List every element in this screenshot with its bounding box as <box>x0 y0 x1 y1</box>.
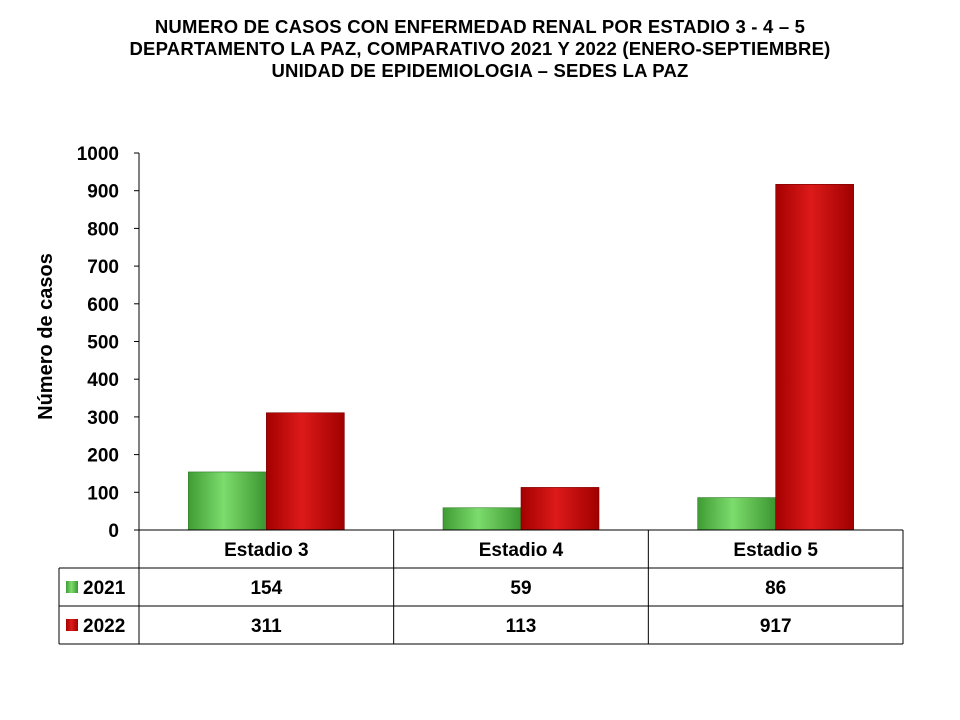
legend-swatch-2021 <box>66 581 78 593</box>
y-tick-label: 1000 <box>77 144 119 165</box>
y-tick-label: 800 <box>87 219 119 240</box>
bar-2022-estadio-5 <box>775 183 854 531</box>
y-tick-label: 700 <box>87 257 119 278</box>
data-label: 59 <box>510 578 531 599</box>
bar-2022-estadio-3 <box>266 412 345 531</box>
chart-title: NUMERO DE CASOS CON ENFERMEDAD RENAL POR… <box>0 16 960 82</box>
y-axis: 0 100 200 300 400 500 600 700 800 900 1000 <box>77 144 140 542</box>
data-label: 154 <box>250 578 282 599</box>
bar-2021-estadio-5 <box>697 497 776 531</box>
chart-title-line-2: DEPARTAMENTO LA PAZ, COMPARATIVO 2021 Y … <box>129 38 831 59</box>
bar-2021-estadio-3 <box>188 471 267 531</box>
legend-label-2022: 2022 <box>83 616 125 637</box>
bar-2022-estadio-4 <box>520 487 600 531</box>
y-tick-label: 0 <box>108 521 119 542</box>
data-label: 86 <box>765 578 786 599</box>
y-tick-label: 600 <box>87 295 119 316</box>
y-tick-label: 900 <box>87 182 119 203</box>
chart-title-line-1: NUMERO DE CASOS CON ENFERMEDAD RENAL POR… <box>154 16 806 37</box>
bar-2021-estadio-4 <box>442 507 522 531</box>
category-label: Estadio 5 <box>733 540 818 561</box>
category-label: Estadio 3 <box>224 540 308 561</box>
data-label: 311 <box>251 616 282 637</box>
category-label: Estadio 4 <box>479 540 564 561</box>
data-table: Estadio 3 Estadio 4 Estadio 5 2021 154 59 86 20… <box>58 529 904 645</box>
legend-swatch-2022 <box>66 619 78 631</box>
data-label: 917 <box>760 616 792 637</box>
data-label: 113 <box>506 616 537 637</box>
y-tick-label: 100 <box>87 483 119 504</box>
y-tick-label: 200 <box>87 446 119 467</box>
y-axis-label: Número de casos <box>35 253 57 420</box>
bars <box>188 183 854 531</box>
chart-title-line-3: UNIDAD DE EPIDEMIOLOGIA – SEDES LA PAZ <box>271 60 689 81</box>
legend-label-2021: 2021 <box>83 578 126 599</box>
y-tick-label: 500 <box>87 333 119 354</box>
y-tick-label: 400 <box>87 370 119 391</box>
y-tick-label: 300 <box>87 408 119 429</box>
